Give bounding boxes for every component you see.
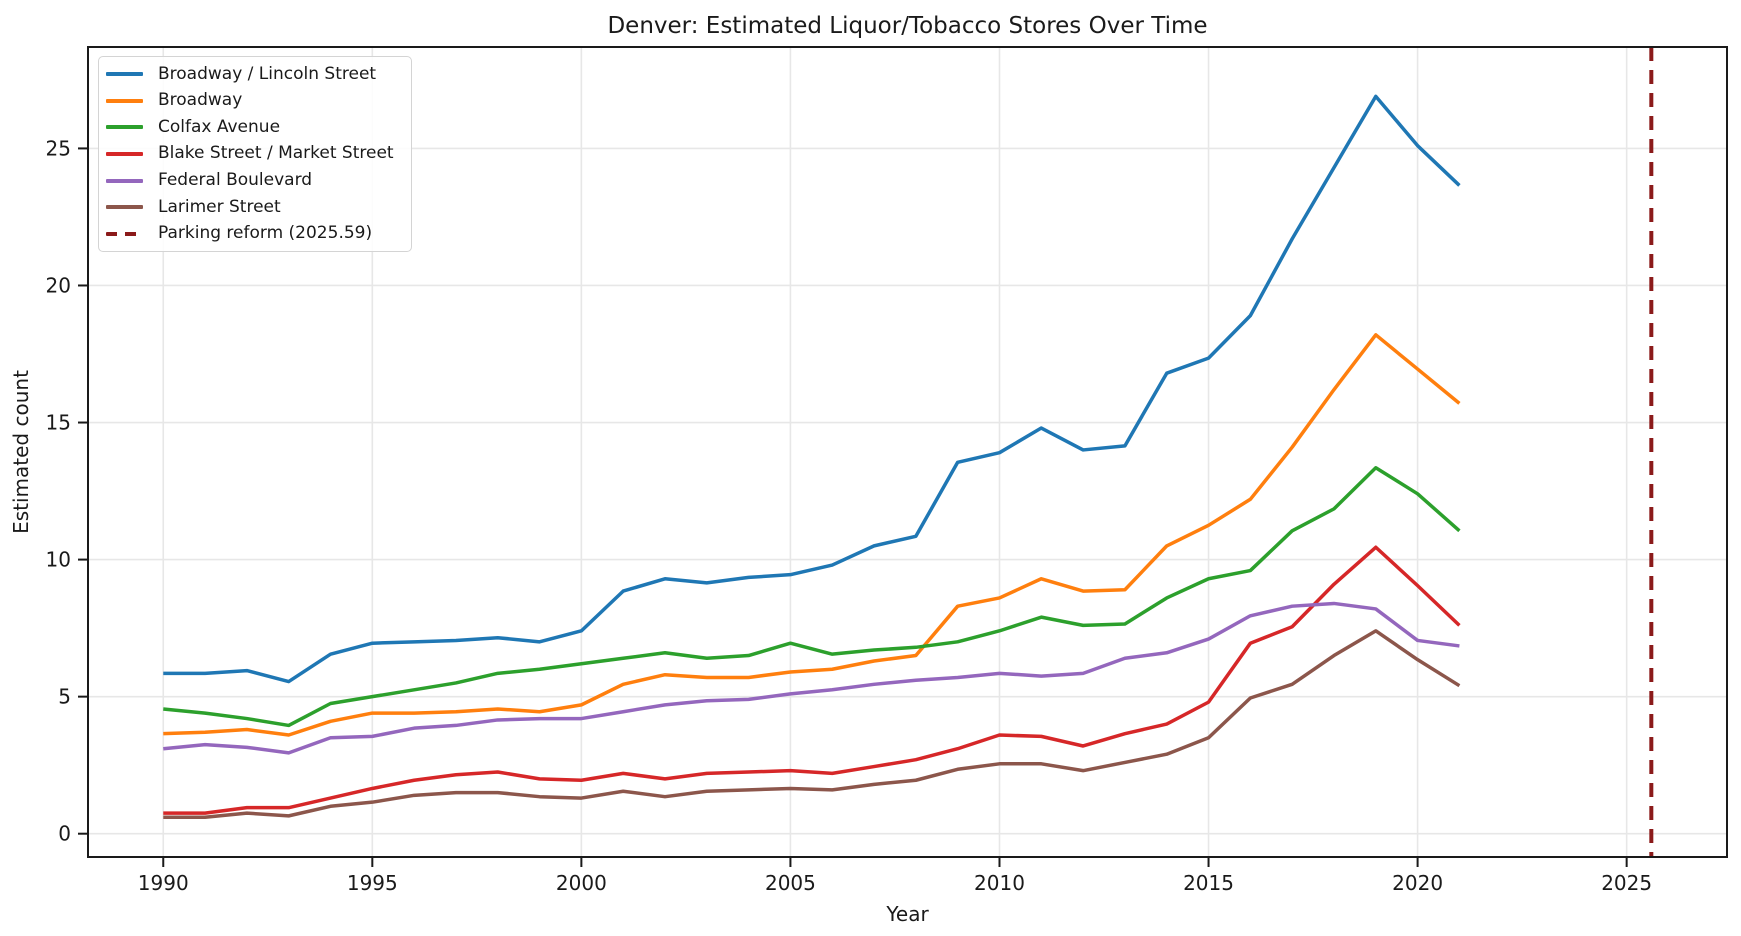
x-tick-label: 2025 (1601, 871, 1652, 895)
legend-line-sample (106, 72, 143, 77)
y-tick-label: 0 (58, 822, 71, 846)
legend-label: Broadway / Lincoln Street (158, 63, 377, 84)
x-tick-label: 2020 (1392, 871, 1443, 895)
legend-line-sample (106, 151, 143, 156)
legend-item-blake-street-market-street: Blake Street / Market Street (106, 141, 403, 167)
legend-line-sample (106, 178, 143, 183)
legend-item-federal-boulevard: Federal Boulevard (106, 168, 403, 194)
x-tick-label: 1990 (138, 871, 189, 895)
legend-item-parking-reform-2025-59: Parking reform (2025.59) (106, 221, 403, 247)
legend-label: Larimer Street (158, 196, 281, 217)
legend-item-larimer-street: Larimer Street (106, 194, 403, 220)
x-axis-label: Year (885, 902, 929, 926)
x-tick-label: 2015 (1183, 871, 1234, 895)
legend-dashed-line-sample (106, 231, 143, 236)
legend-item-broadway-lincoln-street: Broadway / Lincoln Street (106, 61, 403, 87)
y-tick-label: 20 (46, 273, 71, 297)
series-line-colfax-avenue (163, 466, 1461, 728)
y-tick-label: 25 (46, 136, 71, 160)
x-tick-label: 2000 (556, 871, 607, 895)
series-line-larimer-street (163, 629, 1461, 820)
legend-item-broadway: Broadway (106, 88, 403, 114)
x-tick-label: 2010 (974, 871, 1025, 895)
series-line-federal-boulevard (163, 601, 1460, 755)
x-tick-label: 1995 (347, 871, 398, 895)
series-line-broadway (163, 333, 1461, 737)
chart-title: Denver: Estimated Liquor/Tobacco Stores … (607, 13, 1207, 39)
legend-label: Parking reform (2025.59) (158, 223, 373, 244)
legend-line-sample (106, 205, 143, 210)
legend: Broadway / Lincoln Street Broadway Colfax … (98, 56, 412, 252)
legend-label: Blake Street / Market Street (158, 143, 394, 164)
y-axis-label: Estimated count (9, 370, 33, 534)
legend-label: Broadway (158, 90, 243, 111)
plot-border (87, 46, 1728, 858)
legend-line-sample (106, 98, 143, 103)
series-line-blake-street-market-street (163, 545, 1461, 815)
y-tick-label: 5 (58, 685, 71, 709)
series-line-broadway-lincoln-street (163, 94, 1461, 684)
y-tick-label: 15 (46, 411, 71, 435)
legend-item-colfax-avenue: Colfax Avenue (106, 114, 403, 140)
legend-label: Federal Boulevard (158, 170, 313, 191)
legend-line-sample (106, 125, 143, 130)
legend-label: Colfax Avenue (158, 116, 281, 137)
x-tick-label: 2005 (765, 871, 816, 895)
y-tick-label: 10 (46, 548, 71, 572)
